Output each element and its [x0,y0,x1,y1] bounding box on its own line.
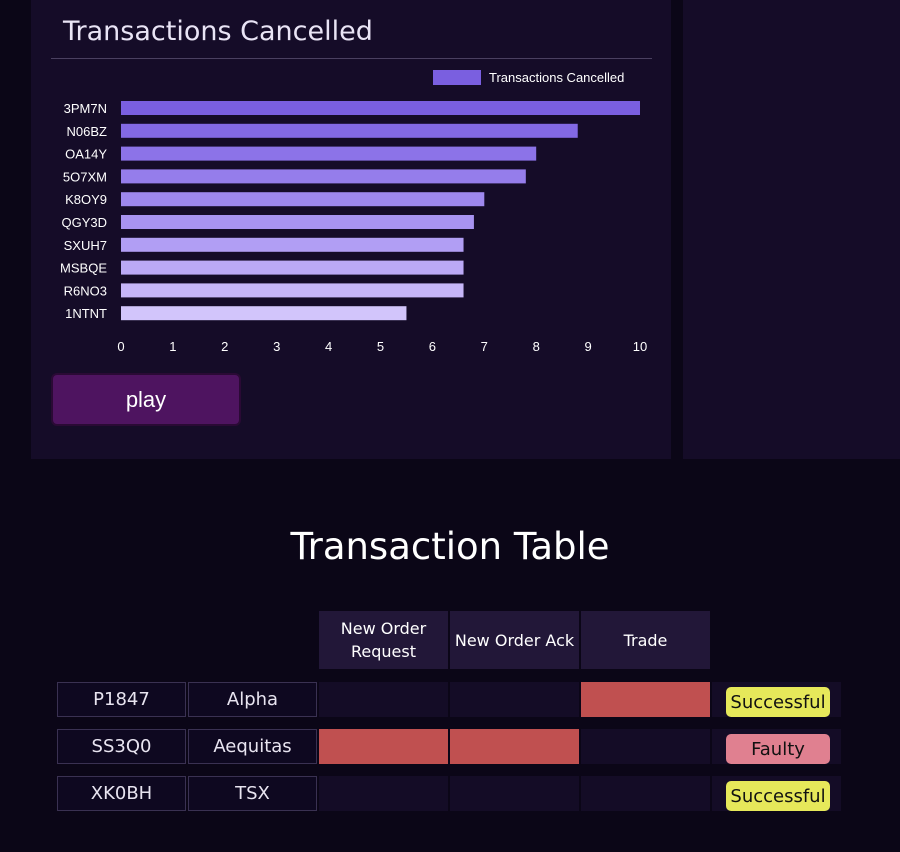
row-2-status-cell: Faulty [712,729,841,764]
x-tick-label: 9 [584,339,591,354]
row-2-stage-new-order-ack [450,729,579,764]
title-divider [51,58,652,59]
y-tick-label: K8OY9 [65,192,107,207]
row-2-exchange: Aequitas [188,729,317,764]
side-panel [683,0,900,459]
y-tick-label: R6NO3 [64,283,107,298]
chart-panel: Transactions Cancelled Transactions Canc… [31,0,671,459]
row-3-stage-new-order-request [319,776,448,811]
chart-title: Transactions Cancelled [63,16,373,47]
row-1-status-badge: Successful [726,687,830,717]
header-new-order-ack: New Order Ack [450,611,579,669]
y-tick-label: OA14Y [65,147,107,162]
header-trade: Trade [581,611,710,669]
x-tick-label: 3 [273,339,280,354]
bar-MSBQE [121,260,464,275]
legend-swatch [433,70,481,85]
bar-3PM7N [121,101,640,115]
x-tick-label: 0 [117,339,124,354]
row-3-stage-new-order-ack [450,776,579,811]
row-3-exchange: TSX [188,776,317,811]
bar-QGY3D [121,215,474,229]
row-1-stage-new-order-ack [450,682,579,717]
row-3-id: XK0BH [57,776,186,811]
row-2-stage-trade [581,729,710,764]
x-tick-label: 6 [429,339,436,354]
bar-K8OY9 [121,192,485,207]
row-1-status-cell: Successful [712,682,841,717]
play-button[interactable]: play [51,373,241,426]
x-tick-label: 5 [377,339,384,354]
row-3-stage-trade [581,776,710,811]
bar-R6NO3 [121,283,464,298]
row-2-status-badge: Faulty [726,734,830,764]
row-1-exchange: Alpha [188,682,317,717]
x-tick-label: 8 [533,339,540,354]
row-3-status-cell: Successful [712,776,841,811]
row-1-id: P1847 [57,682,186,717]
row-2-id: SS3Q0 [57,729,186,764]
x-tick-label: 7 [481,339,488,354]
x-tick-label: 4 [325,339,332,354]
bar-SXUH7 [121,237,464,252]
row-1-stage-new-order-request [319,682,448,717]
y-tick-label: SXUH7 [64,238,107,253]
y-tick-label: QGY3D [61,215,107,230]
y-tick-label: MSBQE [60,261,107,276]
row-2-stage-new-order-request [319,729,448,764]
table-title: Transaction Table [290,525,610,568]
legend-label: Transactions Cancelled [489,70,624,85]
y-tick-label: 5O7XM [63,169,107,184]
x-tick-label: 2 [221,339,228,354]
row-1-stage-trade [581,682,710,717]
row-3-status-badge: Successful [726,781,830,811]
y-tick-label: N06BZ [67,124,108,139]
y-tick-label: 1NTNT [65,306,107,321]
bar-5O7XM [121,169,526,184]
y-tick-label: 3PM7N [64,101,107,116]
x-tick-label: 1 [169,339,176,354]
bar-OA14Y [121,146,537,161]
bar-1NTNT [121,306,407,321]
header-new-order-request: New Order Request [319,611,448,669]
x-tick-label: 10 [633,339,647,354]
bar-N06BZ [121,123,578,138]
bar-chart: Transactions Cancelled 3PM7N N06BZ OA14Y 5O7… [60,70,647,354]
